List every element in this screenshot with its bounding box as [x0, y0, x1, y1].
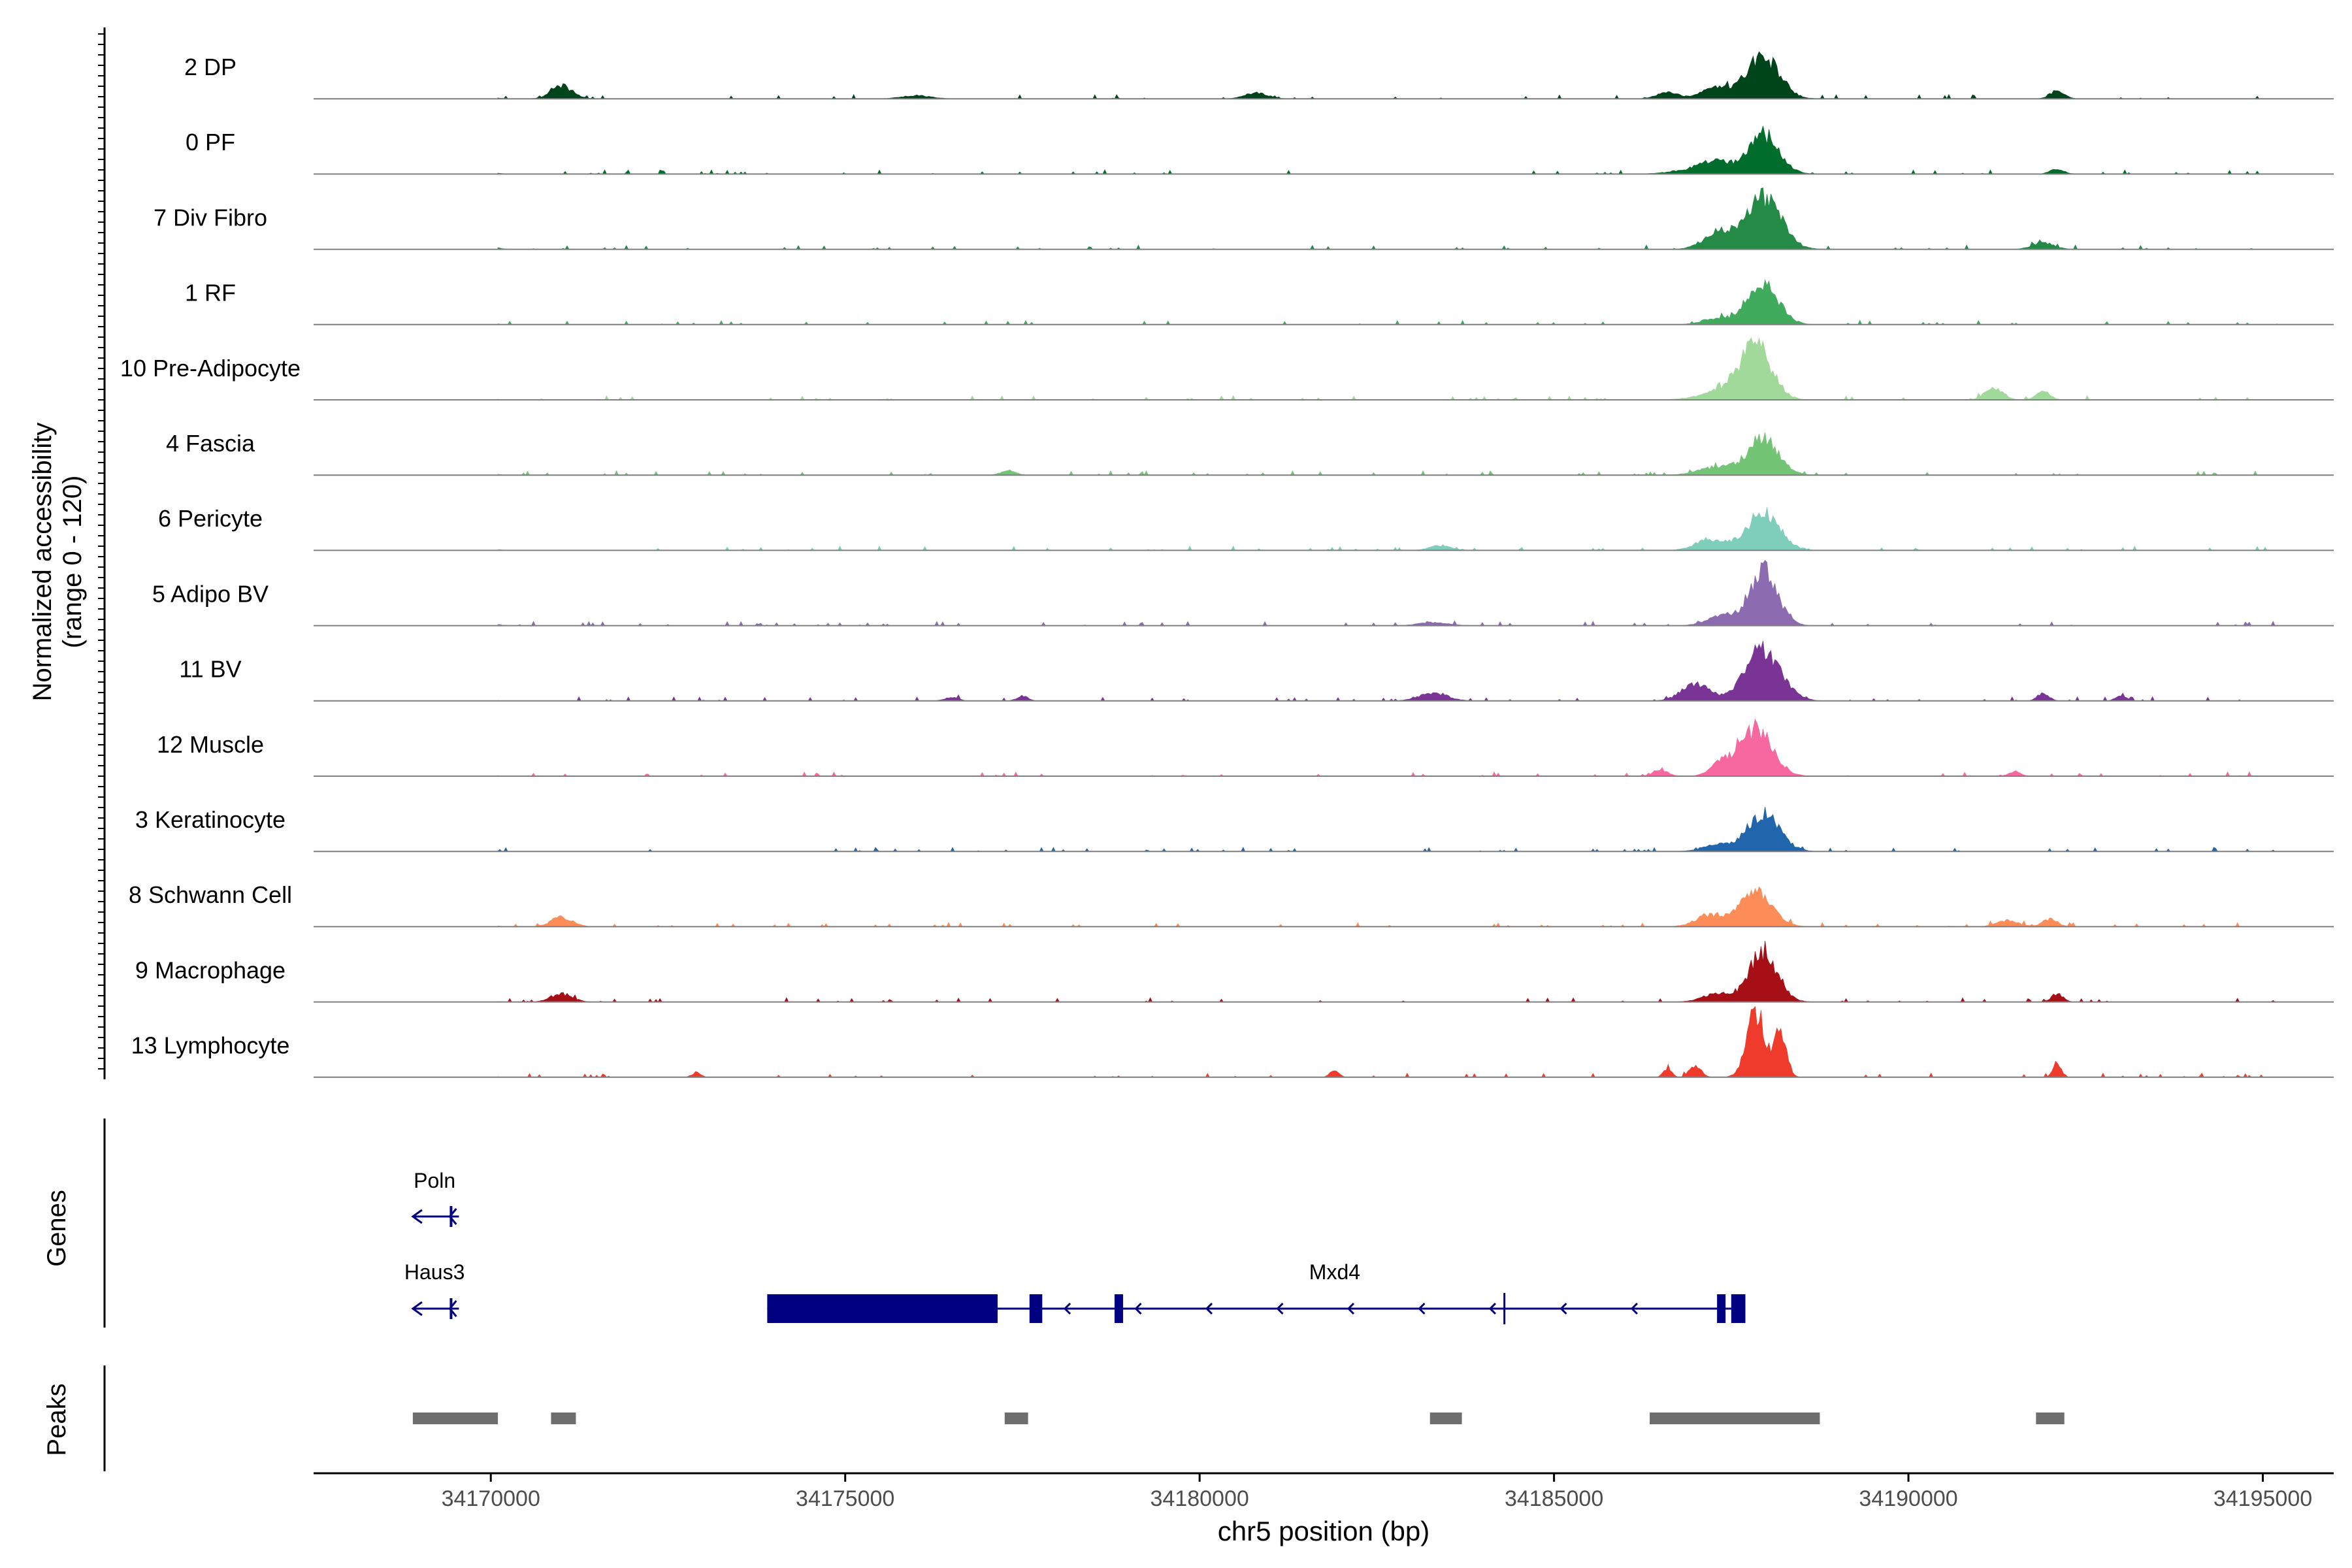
- y-axis-range-label: (range 0 - 120): [58, 476, 87, 649]
- strand-arrow: [1205, 1302, 1213, 1315]
- coverage-area: [497, 336, 2278, 400]
- strand-arrow: [411, 1301, 423, 1316]
- track-label: 12 Muscle: [157, 731, 264, 758]
- genes-track-label: Genes: [42, 1190, 71, 1267]
- track-0-pf: 0 PF: [186, 125, 2334, 175]
- track-label: 3 Keratinocyte: [135, 806, 286, 833]
- peak-region: [1004, 1413, 1028, 1424]
- track-5-adipo-bv: 5 Adipo BV: [152, 559, 2334, 627]
- coverage-area: [497, 187, 2278, 250]
- strand-arrow: [448, 1300, 457, 1317]
- strand-arrow: [1630, 1302, 1638, 1315]
- gene-label: Haus3: [404, 1260, 465, 1284]
- gene-exon: [1731, 1294, 1746, 1323]
- track-1-rf: 1 RF: [185, 279, 2334, 325]
- track-label: 6 Pericyte: [158, 505, 263, 532]
- x-axis-title: chr5 position (bp): [1218, 1516, 1430, 1546]
- x-axis: 34170000 34175000 34180000 34185000 34190000…: [314, 1472, 2334, 1511]
- x-tick-label: 34175000: [796, 1486, 894, 1511]
- coverage-tracks: 2 DP 0 PF 7 Div Fibro 1 RF 10 Pre-Adipocyte 4…: [120, 51, 2334, 1078]
- strand-arrow: [1276, 1302, 1284, 1315]
- strand-arrow: [1418, 1302, 1426, 1315]
- coverage-area: [497, 559, 2278, 627]
- y-axis-title: Normalized accessibility: [28, 423, 57, 702]
- track-2-dp: 2 DP: [184, 51, 2334, 100]
- track-label: 0 PF: [186, 129, 235, 155]
- track-label: 10 Pre-Adipocyte: [120, 355, 301, 382]
- gene-haus3: Haus3: [404, 1260, 465, 1319]
- peak-region: [1429, 1413, 1462, 1424]
- gene-annotation-track: Poln Haus3 Mxd4: [103, 1119, 1746, 1328]
- peak-region: [2036, 1413, 2065, 1424]
- coverage-area: [497, 718, 2278, 777]
- track-label: 9 Macrophage: [135, 956, 286, 983]
- track-11-bv: 11 BV: [179, 641, 2334, 702]
- strand-arrow: [448, 1208, 457, 1225]
- coverage-area: [497, 432, 2278, 476]
- coverage-area: [497, 1005, 2278, 1078]
- x-tick-label: 34190000: [1859, 1486, 1957, 1511]
- track-label: 7 Div Fibro: [154, 204, 267, 231]
- track-6-pericyte: 6 Pericyte: [158, 505, 2334, 551]
- peak-region: [1650, 1413, 1820, 1424]
- track-7-div-fibro: 7 Div Fibro: [154, 187, 2334, 250]
- x-tick-label: 34170000: [442, 1486, 540, 1511]
- strand-arrow: [1488, 1302, 1497, 1315]
- strand-arrow: [1347, 1302, 1355, 1315]
- peak-region: [412, 1413, 498, 1424]
- track-9-macrophage: 9 Macrophage: [135, 940, 2334, 1003]
- gene-poln: Poln: [411, 1169, 459, 1227]
- peak-region-track: [103, 1365, 2065, 1471]
- track-label: 8 Schwann Cell: [129, 881, 292, 908]
- track-10-pre-adipocyte: 10 Pre-Adipocyte: [120, 336, 2334, 400]
- peaks-track-label: Peaks: [42, 1383, 71, 1456]
- strand-arrow: [1134, 1302, 1142, 1315]
- coverage-area: [497, 806, 2278, 852]
- coverage-area: [497, 507, 2278, 551]
- peak-region: [551, 1413, 576, 1424]
- strand-arrow: [1063, 1302, 1071, 1315]
- strand-arrow: [411, 1209, 423, 1224]
- y-axis: [98, 27, 106, 1079]
- track-12-muscle: 12 Muscle: [157, 718, 2334, 777]
- x-tick-label: 34180000: [1150, 1486, 1249, 1511]
- x-tick-label: 34195000: [2213, 1486, 2312, 1511]
- coverage-area: [497, 886, 2278, 928]
- coverage-area: [497, 279, 2278, 325]
- gene-exon: [767, 1294, 998, 1323]
- track-label: 11 BV: [179, 656, 241, 683]
- strand-arrow: [1560, 1302, 1567, 1315]
- gene-exon: [1029, 1294, 1043, 1323]
- track-4-fascia: 4 Fascia: [166, 430, 2334, 476]
- gene-mxd4: Mxd4: [767, 1260, 1746, 1324]
- track-3-keratinocyte: 3 Keratinocyte: [135, 806, 2334, 853]
- track-label: 5 Adipo BV: [152, 580, 269, 607]
- track-13-lymphocyte: 13 Lymphocyte: [131, 1005, 2334, 1078]
- gene-label: Poln: [414, 1169, 455, 1192]
- coverage-area: [497, 641, 2278, 702]
- track-label: 4 Fascia: [166, 430, 255, 457]
- coverage-area: [497, 125, 2278, 174]
- gene-label: Mxd4: [1309, 1260, 1360, 1284]
- gene-exon: [1717, 1294, 1726, 1323]
- track-label: 1 RF: [185, 280, 236, 306]
- coverage-area: [497, 940, 2278, 1003]
- gene-exon: [1114, 1294, 1123, 1323]
- x-tick-label: 34185000: [1505, 1486, 1603, 1511]
- track-label: 13 Lymphocyte: [131, 1032, 290, 1059]
- track-label: 2 DP: [184, 54, 237, 80]
- track-8-schwann-cell: 8 Schwann Cell: [129, 881, 2334, 928]
- coverage-area: [497, 51, 2278, 100]
